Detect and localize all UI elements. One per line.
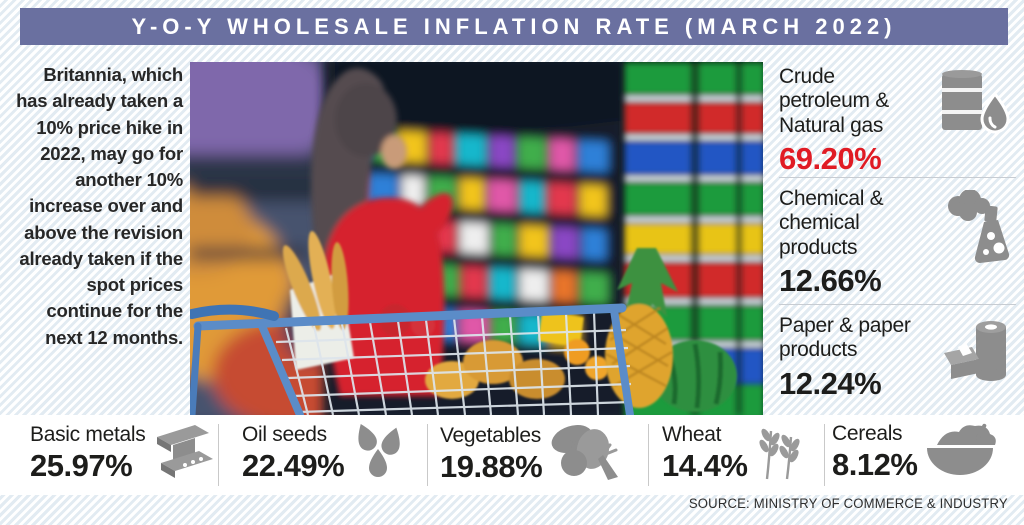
wheat-icon — [753, 421, 801, 486]
stat-label: Crude petroleum & Natural gas — [779, 65, 889, 137]
vegetables-icon — [548, 421, 622, 488]
stat-label: Oil seeds — [242, 422, 327, 446]
stat-value: 8.12% — [832, 447, 918, 483]
stat-value: 12.24% — [779, 365, 882, 401]
divider — [427, 424, 428, 486]
oil-barrel-icon — [934, 68, 1012, 145]
stat-value: 69.20% — [779, 141, 882, 177]
stat-vegetables: Vegetables 19.88% — [440, 421, 622, 488]
stat-basic-metals: Basic metals 25.97% — [30, 421, 214, 486]
britannia-note: Britannia, which has already taken a 10%… — [16, 64, 183, 348]
page-title: Y-O-Y WHOLESALE INFLATION RATE (MARCH 20… — [20, 8, 1008, 45]
stat-oil-seeds: Oil seeds 22.49% — [242, 421, 408, 486]
stat-label: Chemical & chemical products — [779, 187, 884, 259]
cereal-bowl-icon — [923, 421, 997, 484]
stat-value: 19.88% — [440, 449, 543, 485]
stat-cereals: Cereals 8.12% — [832, 421, 997, 484]
supermarket-photo-art — [190, 62, 763, 415]
stat-label: Cereals — [832, 421, 903, 445]
right-stats-panel: Crude petroleum & Natural gas 69.20% Che… — [779, 56, 1016, 415]
divider — [648, 424, 649, 486]
source-credit: SOURCE: MINISTRY OF COMMERCE & INDUSTRY — [689, 496, 1008, 511]
stat-value: 25.97% — [30, 448, 133, 484]
chemical-flask-icon — [938, 189, 1012, 271]
stat-value: 22.49% — [242, 448, 345, 484]
supermarket-photo — [190, 62, 763, 415]
stat-label: Wheat — [662, 422, 722, 446]
divider — [824, 424, 825, 486]
seeds-icon — [350, 421, 408, 486]
stat-label: Vegetables — [440, 423, 541, 447]
stat-chemical: Chemical & chemical products 12.66% — [779, 177, 1016, 304]
stat-value: 14.4% — [662, 448, 748, 484]
stat-label: Basic metals — [30, 422, 146, 446]
stat-wheat: Wheat 14.4% — [662, 421, 801, 486]
paper-roll-icon — [938, 317, 1012, 390]
stat-paper: Paper & paper products 12.24% — [779, 304, 1016, 415]
stat-crude-petroleum: Crude petroleum & Natural gas 69.20% — [779, 56, 1016, 177]
steel-beam-icon — [151, 421, 214, 486]
stat-value: 12.66% — [779, 263, 882, 299]
bottom-stats-panel: Basic metals 25.97% Oil seeds 22.49% — [0, 415, 1024, 495]
stat-label: Paper & paper products — [779, 314, 911, 362]
divider — [218, 424, 219, 486]
